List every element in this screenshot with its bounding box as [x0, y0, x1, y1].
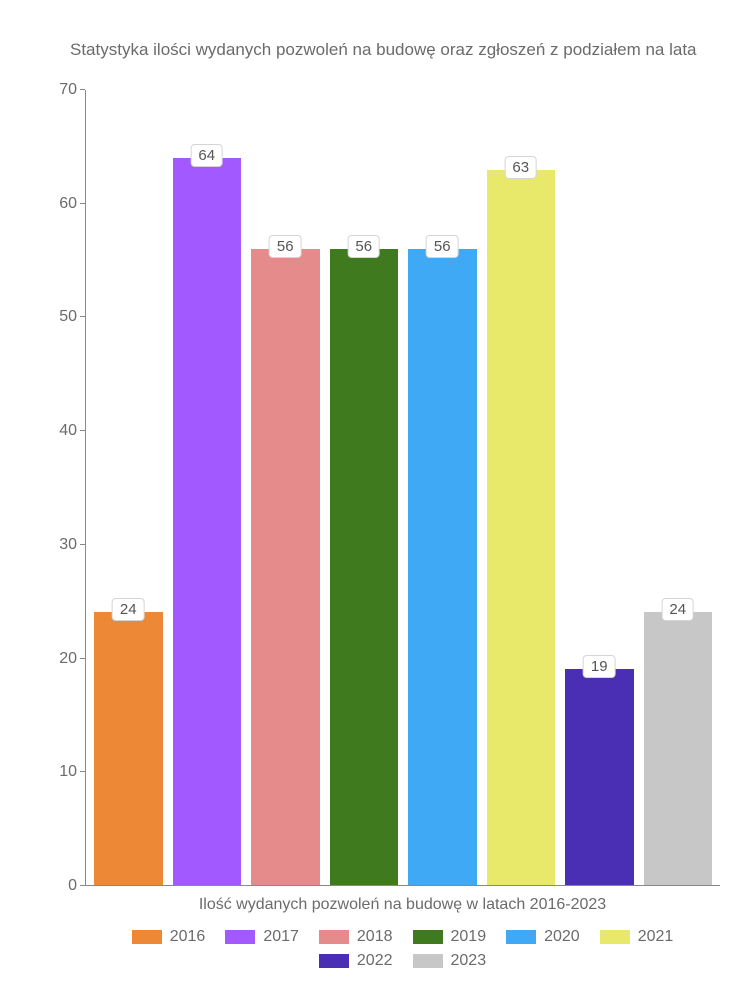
legend-item-2019: 2019	[413, 928, 487, 946]
legend-label: 2019	[451, 928, 487, 946]
bar-2020: 56	[408, 249, 477, 885]
legend-item-2020: 2020	[506, 928, 580, 946]
legend: 2016 2017 2018 2019 2020 2021 2022 2023	[85, 928, 720, 970]
legend-swatch	[319, 954, 349, 968]
legend-swatch	[506, 930, 536, 944]
legend-item-2016: 2016	[132, 928, 206, 946]
bar-2018: 56	[251, 249, 320, 885]
legend-label: 2018	[357, 928, 393, 946]
y-tick-label: 0	[68, 877, 77, 895]
y-tick-label: 10	[59, 763, 77, 781]
legend-swatch	[319, 930, 349, 944]
legend-swatch	[600, 930, 630, 944]
bar-value-label: 24	[112, 598, 145, 621]
legend-item-2017: 2017	[225, 928, 299, 946]
bar-2023: 24	[644, 612, 713, 885]
legend-swatch	[132, 930, 162, 944]
plot-area: 2464565656631924	[85, 90, 720, 886]
bar-value-label: 63	[504, 156, 537, 179]
legend-item-2022: 2022	[319, 952, 393, 970]
legend-item-2018: 2018	[319, 928, 393, 946]
bar-chart: Statystyka ilości wydanych pozwoleń na b…	[30, 40, 720, 970]
bar-value-label: 24	[661, 598, 694, 621]
legend-item-2023: 2023	[413, 952, 487, 970]
y-tick-label: 60	[59, 195, 77, 213]
bar-value-label: 19	[583, 655, 616, 678]
bar-2017: 64	[173, 158, 242, 885]
bar-value-label: 56	[426, 235, 459, 258]
y-tick-label: 50	[59, 308, 77, 326]
legend-label: 2023	[451, 952, 487, 970]
bar-2022: 19	[565, 669, 634, 885]
legend-swatch	[225, 930, 255, 944]
bar-2021: 63	[487, 170, 556, 886]
y-tick-label: 30	[59, 536, 77, 554]
legend-label: 2016	[170, 928, 206, 946]
legend-swatch	[413, 930, 443, 944]
legend-label: 2022	[357, 952, 393, 970]
y-axis: 010203040506070	[30, 90, 85, 886]
bar-2016: 24	[94, 612, 163, 885]
legend-label: 2021	[638, 928, 674, 946]
legend-item-2021: 2021	[600, 928, 674, 946]
y-tick-label: 40	[59, 422, 77, 440]
bar-value-label: 56	[347, 235, 380, 258]
bar-2019: 56	[330, 249, 399, 885]
y-tick-label: 20	[59, 650, 77, 668]
plot-row: 010203040506070 2464565656631924	[30, 90, 720, 886]
legend-label: 2020	[544, 928, 580, 946]
y-tick-label: 70	[59, 81, 77, 99]
x-axis-label: Ilość wydanych pozwoleń na budowę w lata…	[85, 896, 720, 914]
bar-value-label: 64	[190, 144, 223, 167]
legend-swatch	[413, 954, 443, 968]
legend-label: 2017	[263, 928, 299, 946]
bar-value-label: 56	[269, 235, 302, 258]
chart-title: Statystyka ilości wydanych pozwoleń na b…	[70, 40, 720, 60]
